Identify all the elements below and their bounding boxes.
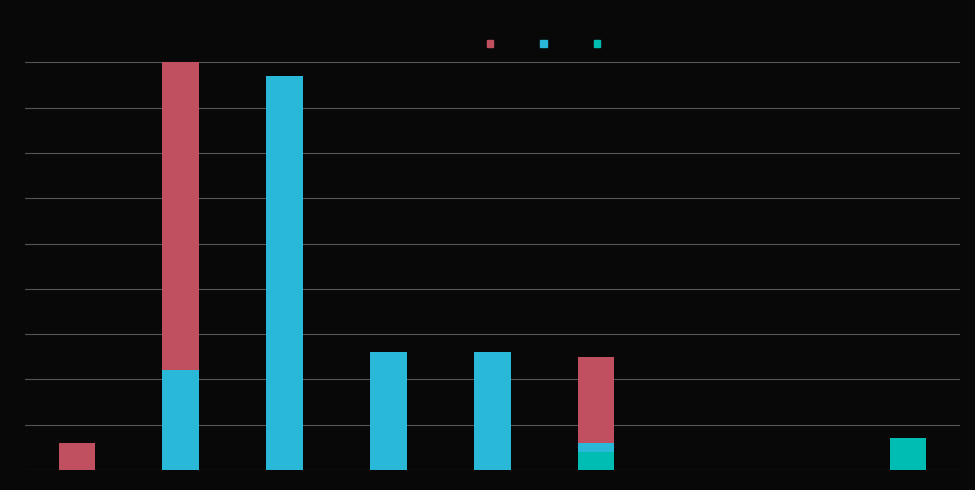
Bar [266,334,302,470]
Legend: , , : , , [482,33,615,56]
Bar [58,443,95,470]
Bar [578,452,614,470]
Bar [266,76,302,470]
Bar [474,425,511,470]
Bar [578,443,614,470]
Bar [890,439,926,470]
Bar [370,352,407,470]
Bar [163,62,199,470]
Bar [163,370,199,470]
Bar [370,429,407,470]
Bar [474,352,511,470]
Bar [578,357,614,470]
